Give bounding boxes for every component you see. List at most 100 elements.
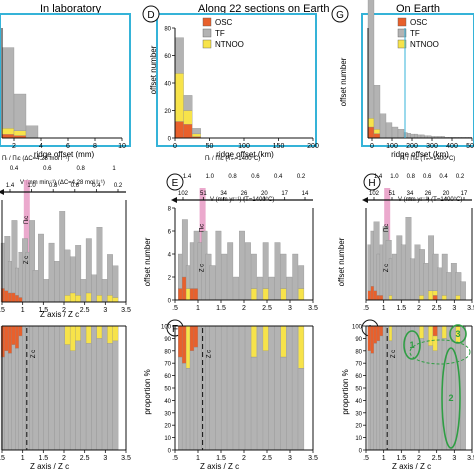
along-mid-xtick-label-6: 3.5 xyxy=(308,305,318,312)
along-mid-top-tick-label-4: 20 xyxy=(261,191,268,197)
lab-bottom-bar-tf-17 xyxy=(75,340,82,451)
lab-top-bar-tf-2 xyxy=(25,125,39,139)
lab-mid-bar-tf-18 xyxy=(80,279,87,303)
earth-bottom-ytick-label-5: 50 xyxy=(355,387,362,393)
along-bottom-xtick-label-5: 3 xyxy=(288,455,292,462)
lab-bottom-zaxis-label: Z axis / Z c xyxy=(30,462,69,471)
earth-mid-top-tick-label-5: 17 xyxy=(461,191,468,197)
earth-bottom-dashed-ellipse xyxy=(409,339,471,365)
lab-mid-xtick-label-0: .5 xyxy=(0,307,5,314)
along-top-ytick-label-2: 40 xyxy=(164,82,171,88)
lab-mid-bar-tf-12 xyxy=(48,242,55,303)
lab-mid-bar-tf-16 xyxy=(69,256,76,294)
along-bottom-bar-tf-9 xyxy=(215,325,222,451)
lab-mid-pi-tick-label-0: 0.4 xyxy=(10,166,19,172)
along-mid-ytick-label-4: 8 xyxy=(168,207,172,213)
lab-top-bar-tf-0 xyxy=(1,47,15,129)
along-bottom-bar-tf-15 xyxy=(250,356,257,451)
along-bottom-xtick-label-1: 1 xyxy=(196,455,200,462)
lab-mid-xtick-label-4: 2.5 xyxy=(80,307,90,314)
along-mid-top-tick-label-1: 51 xyxy=(200,191,207,197)
along-mid-ytick-label-3: 6 xyxy=(168,230,172,236)
along-top-bar-tf-1 xyxy=(183,95,193,111)
legend-earth: OSC TF NTNOO xyxy=(397,17,439,49)
along-mid-bar-tf-1 xyxy=(181,219,188,278)
along-bottom-zc-label: Z c xyxy=(207,350,213,358)
lab-bottom-bar-tf-10 xyxy=(38,325,44,451)
lab-top-xtick-label-4: 10 xyxy=(118,143,126,150)
along-bottom-bar-ntnoo-17 xyxy=(262,325,269,351)
earth-mid-pi-tick-label-3: 0.6 xyxy=(423,174,432,180)
lab-bottom-xtick-label-4: 2.5 xyxy=(80,455,90,462)
along-bottom-ytick-label-2: 20 xyxy=(164,424,171,430)
along-bottom-bar-ntnoo-23 xyxy=(298,325,305,369)
lab-mid-bar-tf-24 xyxy=(112,265,119,298)
along-mid-pi-tick-label-1: 1.0 xyxy=(206,174,215,180)
lab-bottom-bar-tf-9 xyxy=(32,325,39,451)
along-mid-bar-tf-18 xyxy=(268,276,275,301)
earth-top-bar-tf-3 xyxy=(385,122,393,139)
earth-bottom-xtick-label-0: .5 xyxy=(363,455,369,462)
along-top-bar-osc-0 xyxy=(174,121,184,139)
along-bottom-ytick-label-3: 30 xyxy=(164,411,171,417)
earth-bottom-ytick-label-10: 100 xyxy=(352,325,363,331)
along-mid-bar-tf-17 xyxy=(262,242,269,289)
earth-bottom-ytick-label-7: 70 xyxy=(355,362,362,368)
earth-bottom-ytick-label-8: 80 xyxy=(355,349,362,355)
earth-bottom-ellipse-label-1: 3 xyxy=(455,329,460,339)
along-bottom-bar-tf-12 xyxy=(233,325,240,451)
earth-mid-velocity-arrow xyxy=(362,197,368,203)
earth-top-bar-tf-4 xyxy=(391,126,399,139)
along-mid-pi-tick-label-4: 0.4 xyxy=(274,174,283,180)
lab-bottom-bar-tf-22 xyxy=(101,325,108,451)
lab-bottom-bar-ntnoo-15 xyxy=(64,325,71,345)
along-mid-bar-tf-10 xyxy=(221,253,228,301)
lab-mid-velocity-arrow xyxy=(0,189,4,195)
legend-swatch-tf xyxy=(397,28,407,38)
legend-label-tf: TF xyxy=(410,29,420,38)
along-bottom-bar-tf-20 xyxy=(280,356,287,451)
earth-top-bar-tf-1 xyxy=(373,85,381,130)
earth-mid-zc-label: Z c xyxy=(384,264,390,272)
along-bottom-xtick-label-3: 2 xyxy=(242,455,246,462)
earth-mid-top-tick-label-4: 20 xyxy=(443,191,450,197)
earth-bottom-xtick-label-4: 2.5 xyxy=(432,455,442,462)
lab-bottom-bar-tf-21 xyxy=(96,338,103,451)
earth-bottom-ytick-label-6: 60 xyxy=(355,374,362,380)
legend-swatch-osc xyxy=(397,17,407,27)
lab-mid-pi-tick-label-3: 1 xyxy=(112,166,116,172)
lab-mid-bar-tf-11 xyxy=(43,279,50,303)
lab-bottom-bar-ntnoo-24 xyxy=(112,325,119,342)
earth-bottom-ytick-label-1: 10 xyxy=(355,436,362,442)
earth-mid-xtick-label-0: .5 xyxy=(363,305,369,312)
along-bottom-ytick-label-4: 40 xyxy=(164,399,171,405)
earth-top-xtick-label-4: 400 xyxy=(446,143,458,150)
lab-mid-bar-tf-23 xyxy=(107,254,113,296)
along-bottom-ytick-label-9: 90 xyxy=(164,337,171,343)
lab-mid-xtick-label-1: 1 xyxy=(21,307,25,314)
lab-bottom-bar-tf-24 xyxy=(112,340,119,451)
along-bottom-bar-tf-22 xyxy=(292,325,299,451)
lab-mid-top-tick-label-5: 0.2 xyxy=(114,183,123,189)
earth-mid-top-tick-label-2: 34 xyxy=(407,191,414,197)
along-top-bar-tf-2 xyxy=(192,128,201,135)
lab-bottom-bar-tf-18 xyxy=(80,325,87,451)
earth-top-xtick-label-1: 100 xyxy=(386,143,398,150)
along-bottom-bar-tf-17 xyxy=(262,350,269,451)
lab-bottom-xtick-label-6: 3.5 xyxy=(121,455,131,462)
lab-mid-zc-label: Z c xyxy=(24,256,30,264)
earth-top-frame xyxy=(361,13,474,147)
earth-bottom-xtick-label-6: 3.5 xyxy=(467,455,474,462)
along-bottom-bar-ntnoo-15 xyxy=(250,325,257,358)
earth-pi-axis-title: Πₗ / Πₗc (Tₘ=1400°C) xyxy=(400,156,455,162)
lab-mid-top-tick-label-1: 1.0 xyxy=(27,183,36,189)
earth-mid-pi-tick-label-5: 0.2 xyxy=(456,174,465,180)
earth-mid-pic-label: Πₗc xyxy=(384,224,390,232)
earth-top-tail-bar-1 xyxy=(407,133,411,139)
earth-top-xtick-label-5: 500 xyxy=(466,143,474,150)
legend-swatch-ntnoo xyxy=(202,39,212,49)
earth-top-xtick-label-0: 0 xyxy=(370,143,374,150)
along-top-bar-osc-1 xyxy=(183,124,193,139)
lab-velocity-axis-title: V (mm min⁻¹) (ΔC=4.28 mol l⁻¹) xyxy=(20,180,105,186)
